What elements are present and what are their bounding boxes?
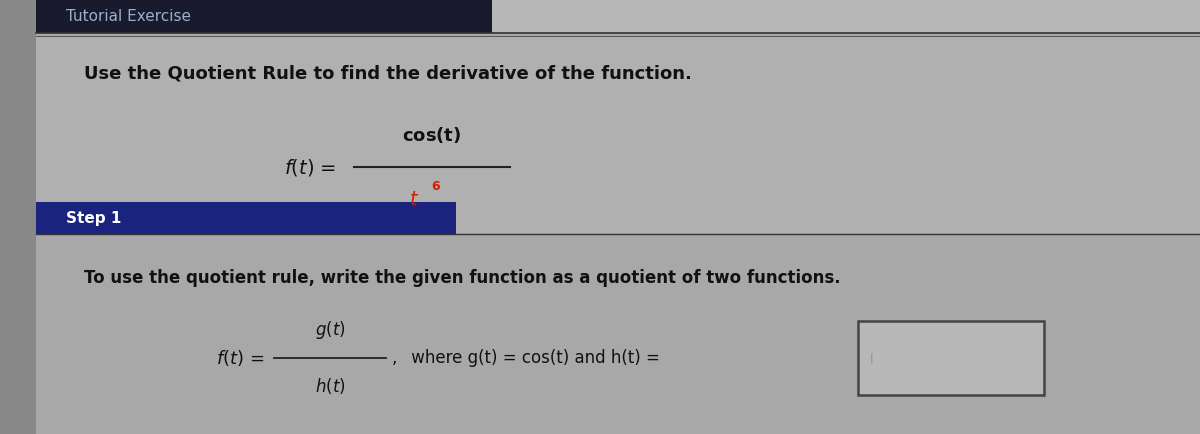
Text: $\mathit{g}(t)$: $\mathit{g}(t)$: [314, 319, 346, 341]
FancyBboxPatch shape: [36, 202, 456, 234]
Text: $\mathbf{6}$: $\mathbf{6}$: [431, 180, 440, 193]
Text: $\mathit{t}$: $\mathit{t}$: [409, 190, 419, 209]
Text: Use the Quotient Rule to find the derivative of the function.: Use the Quotient Rule to find the deriva…: [84, 65, 692, 83]
Text: $\mathbf{cos(t)}$: $\mathbf{cos(t)}$: [402, 125, 462, 145]
FancyBboxPatch shape: [36, 234, 1200, 434]
Text: Step 1: Step 1: [66, 210, 121, 226]
FancyBboxPatch shape: [36, 36, 1200, 434]
Text: To use the quotient rule, write the given function as a quotient of two function: To use the quotient rule, write the give…: [84, 269, 841, 287]
Text: where g(t) = cos(t) and h(t) =: where g(t) = cos(t) and h(t) =: [406, 349, 660, 367]
Text: $\mathit{h}(t)$: $\mathit{h}(t)$: [314, 376, 346, 396]
Text: |: |: [870, 353, 874, 363]
Text: $\mathit{f}(t)$ =: $\mathit{f}(t)$ =: [216, 348, 264, 368]
FancyBboxPatch shape: [492, 0, 1200, 33]
FancyBboxPatch shape: [858, 321, 1044, 395]
FancyBboxPatch shape: [0, 0, 36, 434]
Text: $\mathit{f}(t)$ =: $\mathit{f}(t)$ =: [283, 157, 336, 178]
FancyBboxPatch shape: [36, 0, 492, 33]
Text: ,: ,: [391, 349, 396, 367]
Text: Tutorial Exercise: Tutorial Exercise: [66, 9, 191, 24]
